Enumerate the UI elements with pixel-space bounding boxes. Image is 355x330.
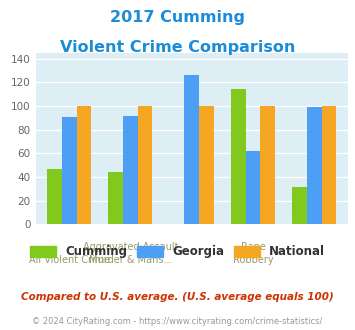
Bar: [322, 106, 336, 224]
Text: Murder & Mans...: Murder & Mans...: [89, 255, 172, 265]
Bar: [184, 75, 199, 224]
Text: Rape: Rape: [241, 243, 266, 252]
Bar: [246, 151, 260, 224]
Text: Robbery: Robbery: [233, 255, 273, 265]
Bar: [138, 106, 153, 224]
Bar: [231, 89, 246, 224]
Text: Violent Crime Comparison: Violent Crime Comparison: [60, 40, 295, 54]
Bar: [108, 172, 123, 224]
Bar: [77, 106, 91, 224]
Bar: [292, 186, 307, 224]
Bar: [199, 106, 214, 224]
Text: Aggravated Assault: Aggravated Assault: [83, 243, 178, 252]
Text: All Violent Crime: All Violent Crime: [28, 255, 110, 265]
Text: © 2024 CityRating.com - https://www.cityrating.com/crime-statistics/: © 2024 CityRating.com - https://www.city…: [32, 317, 323, 326]
Bar: [47, 169, 62, 224]
Bar: [62, 117, 77, 224]
Bar: [123, 115, 138, 224]
Bar: [307, 107, 322, 224]
Text: 2017 Cumming: 2017 Cumming: [110, 10, 245, 25]
Bar: [260, 106, 275, 224]
Legend: Cumming, Georgia, National: Cumming, Georgia, National: [25, 241, 330, 263]
Text: Compared to U.S. average. (U.S. average equals 100): Compared to U.S. average. (U.S. average …: [21, 292, 334, 302]
